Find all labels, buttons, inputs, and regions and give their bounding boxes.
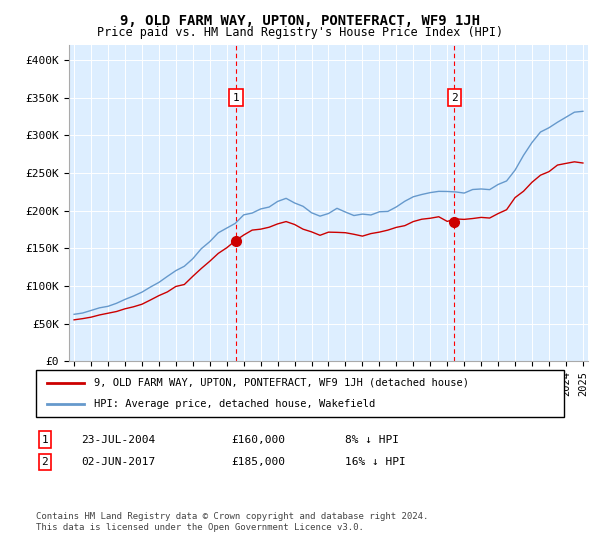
Text: 9, OLD FARM WAY, UPTON, PONTEFRACT, WF9 1JH (detached house): 9, OLD FARM WAY, UPTON, PONTEFRACT, WF9 … — [94, 378, 469, 388]
Text: 2: 2 — [451, 92, 458, 102]
Text: 2: 2 — [41, 457, 49, 467]
Text: 1: 1 — [41, 435, 49, 445]
Text: 1: 1 — [233, 92, 239, 102]
Text: HPI: Average price, detached house, Wakefield: HPI: Average price, detached house, Wake… — [94, 399, 376, 409]
Text: £160,000: £160,000 — [231, 435, 285, 445]
Text: £185,000: £185,000 — [231, 457, 285, 467]
Text: 23-JUL-2004: 23-JUL-2004 — [81, 435, 155, 445]
Text: Price paid vs. HM Land Registry's House Price Index (HPI): Price paid vs. HM Land Registry's House … — [97, 26, 503, 39]
Text: 9, OLD FARM WAY, UPTON, PONTEFRACT, WF9 1JH: 9, OLD FARM WAY, UPTON, PONTEFRACT, WF9 … — [120, 14, 480, 28]
Text: 8% ↓ HPI: 8% ↓ HPI — [345, 435, 399, 445]
Text: 16% ↓ HPI: 16% ↓ HPI — [345, 457, 406, 467]
Text: 02-JUN-2017: 02-JUN-2017 — [81, 457, 155, 467]
FancyBboxPatch shape — [36, 370, 564, 417]
Text: Contains HM Land Registry data © Crown copyright and database right 2024.
This d: Contains HM Land Registry data © Crown c… — [36, 512, 428, 532]
